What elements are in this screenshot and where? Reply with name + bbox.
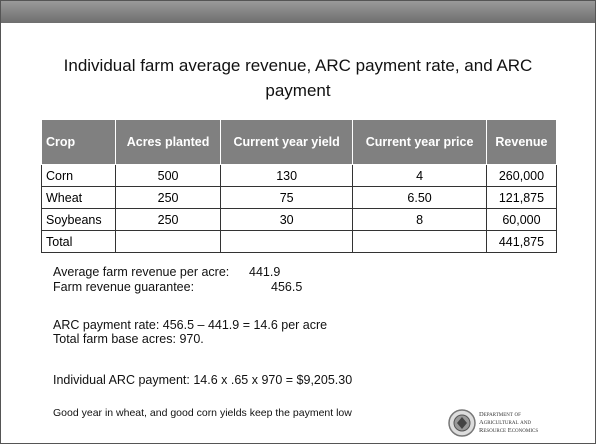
total-row: Total 441,875 xyxy=(40,230,558,253)
cell: Total xyxy=(40,230,117,253)
cell: 250 xyxy=(115,208,222,231)
logo-seal xyxy=(448,409,476,437)
cell: Wheat xyxy=(40,186,117,209)
cell: Soybeans xyxy=(40,208,117,231)
logo-text: Department of Agricultural and Resource … xyxy=(479,411,538,435)
text: 441.9 xyxy=(249,265,281,279)
cell: 121,875 xyxy=(485,186,558,209)
header-cell: Revenue xyxy=(485,119,558,165)
cell xyxy=(352,230,487,253)
title: Individual farm average revenue, ARC pay… xyxy=(63,56,533,75)
cell: 260,000 xyxy=(485,164,558,187)
cell xyxy=(115,230,222,253)
cell: Corn xyxy=(40,164,117,187)
cell: 6.50 xyxy=(352,186,487,209)
text: Average farm revenue per acre: xyxy=(53,265,230,279)
cell: 30 xyxy=(220,208,354,231)
logo-line: Department of xyxy=(479,411,521,418)
footnote: Good year in wheat, and good corn yields… xyxy=(53,407,352,419)
cell: 130 xyxy=(220,164,354,187)
header-cell: Crop xyxy=(40,119,117,165)
header-cell: Current year yield xyxy=(220,119,354,165)
cell: 75 xyxy=(220,186,354,209)
header-cell: Acres planted xyxy=(115,119,222,165)
header-row: Crop Acres planted Current year yield Curre… xyxy=(40,119,558,165)
cell: 250 xyxy=(115,186,222,209)
text: ARC payment rate: 456.5 – 441.9 = 14.6 p… xyxy=(53,318,328,332)
text: Total farm base acres: 970. xyxy=(53,332,204,346)
cell: 60,000 xyxy=(485,208,558,231)
text: 456.5 xyxy=(271,280,303,294)
revenue-table: Crop Acres planted Current year yield Curre… xyxy=(40,119,558,253)
top-bar xyxy=(1,1,595,23)
table-body: Corn 500 130 4 260,000 Wheat 250 75 6.50 121,875 S… xyxy=(40,164,558,253)
text: Farm revenue guarantee: xyxy=(53,280,195,294)
title: payment xyxy=(265,81,331,100)
cell: 8 xyxy=(352,208,487,231)
row: Corn 500 130 4 260,000 xyxy=(40,164,558,187)
text: Individual ARC payment: 14.6 x .65 x 970… xyxy=(53,373,353,387)
row: Soybeans 250 30 8 60,000 xyxy=(40,208,558,231)
row: Wheat 250 75 6.50 121,875 xyxy=(40,186,558,209)
logo-line: Resource Economics xyxy=(479,427,539,434)
logo-line: Agricultural and xyxy=(479,419,531,426)
cell xyxy=(220,230,354,253)
cell: 441,875 xyxy=(485,230,558,253)
cell: 500 xyxy=(115,164,222,187)
cell: 4 xyxy=(352,164,487,187)
header-cell: Current year price xyxy=(352,119,487,165)
